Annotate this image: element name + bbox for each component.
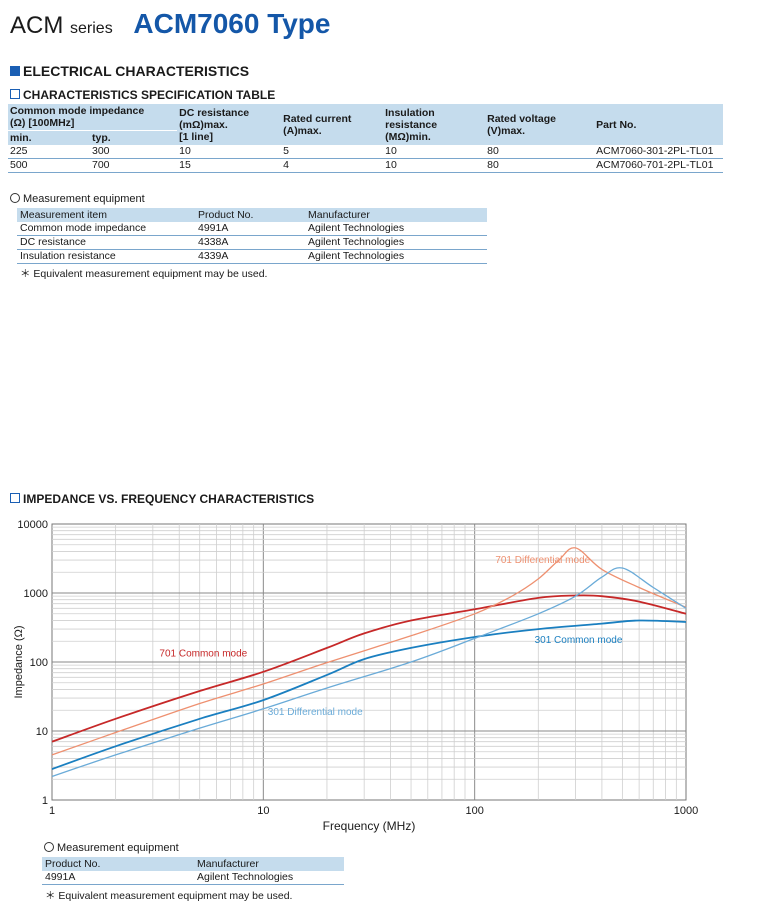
header-product-no: Product No. <box>195 208 305 222</box>
header-rated-voltage: Rated voltage (V)max. <box>485 104 595 145</box>
cell-typ: 300 <box>90 145 178 159</box>
cell-dc: 15 <box>177 158 282 173</box>
spec-table: Common mode impedance (Ω) [100MHz] DC res… <box>8 104 723 173</box>
cell-product: 4339A <box>195 249 305 264</box>
measurement-title-label: Measurement equipment <box>23 193 145 205</box>
spec-table-title-label: CHARACTERISTICS SPECIFICATION TABLE <box>23 88 276 102</box>
filled-square-icon <box>10 66 20 76</box>
equivalent-note-2: ＊ Equivalent measurement equipment may b… <box>45 890 293 902</box>
type-title: ACM7060 Type <box>133 8 331 39</box>
header-insulation: Insulation resistance (MΩ)min. <box>383 104 486 145</box>
table-row: 500 700 15 4 10 80 ACM7060-701-2PL-TL01 <box>8 158 723 173</box>
cell-product: 4338A <box>195 235 305 250</box>
x-tick-label: 100 <box>465 805 483 817</box>
measurement2-table: Product No. Manufacturer 4991A Agilent T… <box>42 857 344 885</box>
cell-typ: 700 <box>90 158 178 173</box>
series-701-differential-mode-label: 701 Differential mode <box>495 555 590 566</box>
cell-part: ACM7060-701-2PL-TL01 <box>594 158 723 173</box>
equivalent-note: ＊ Equivalent measurement equipment may b… <box>20 268 268 280</box>
impedance-section-title: IMPEDANCE VS. FREQUENCY CHARACTERISTICS <box>10 492 314 506</box>
table-row: DC resistance 4338A Agilent Technologies <box>17 235 487 250</box>
cell-min: 225 <box>8 145 90 159</box>
series-name: ACM <box>10 12 64 39</box>
open-square-icon <box>10 493 20 503</box>
section-electrical: ELECTRICAL CHARACTERISTICS <box>10 63 249 79</box>
cell-item: Common mode impedance <box>17 222 195 236</box>
header-rated-current: Rated current (A)max. <box>281 104 384 145</box>
cell-maker: Agilent Technologies <box>194 871 344 885</box>
header-dc-resistance: DC resistance (mΩ)max. [1 line] <box>177 104 282 145</box>
cell-min: 500 <box>8 158 90 173</box>
y-axis-label: Impedance (Ω) <box>13 625 25 698</box>
cell-product: 4991A <box>195 222 305 236</box>
table-row: Insulation resistance 4339A Agilent Tech… <box>17 249 487 264</box>
measurement-table: Measurement item Product No. Manufacture… <box>17 208 487 264</box>
cell-voltage: 80 <box>485 158 595 173</box>
header-min: min. <box>8 130 90 145</box>
series-title: ACM series ACM7060 Type <box>10 8 330 40</box>
tick-labels: 1 10 100 1000 1 10 100 1000 10000 <box>17 519 698 817</box>
measurement-title: Measurement equipment <box>10 193 145 205</box>
cell-product: 4991A <box>42 871 194 885</box>
measurement2-title: Measurement equipment <box>44 842 179 854</box>
x-tick-label: 1000 <box>674 805 698 817</box>
series-301-common-mode-line <box>51 619 687 770</box>
table-row: 225 300 10 5 10 80 ACM7060-301-2PL-TL01 <box>8 145 723 159</box>
spec-table-title: CHARACTERISTICS SPECIFICATION TABLE <box>10 88 275 102</box>
header-product-no: Product No. <box>42 857 194 871</box>
header-typ: typ. <box>90 130 178 145</box>
series-301-common-mode-label: 301 Common mode <box>535 635 623 646</box>
cell-insulation: 10 <box>383 158 486 173</box>
section-electrical-label: ELECTRICAL CHARACTERISTICS <box>23 63 250 79</box>
circle-icon <box>10 193 20 203</box>
y-tick-label: 1 <box>42 795 48 807</box>
header-manufacturer: Manufacturer <box>305 208 487 222</box>
header-impedance: Common mode impedance (Ω) [100MHz] <box>8 104 178 131</box>
cell-maker: Agilent Technologies <box>305 235 487 250</box>
x-tick-label: 10 <box>257 805 269 817</box>
series-701-common-mode-line <box>51 594 687 743</box>
grid-lines <box>52 524 686 800</box>
measurement2-title-label: Measurement equipment <box>57 842 179 854</box>
series-suffix: series <box>70 20 113 37</box>
cell-item: DC resistance <box>17 235 195 250</box>
x-tick-label: 1 <box>49 805 55 817</box>
open-square-icon <box>10 89 20 99</box>
header-manufacturer: Manufacturer <box>194 857 344 871</box>
series-lines <box>51 547 687 778</box>
cell-insulation: 10 <box>383 145 486 159</box>
y-tick-label: 1000 <box>24 588 48 600</box>
impedance-section-label: IMPEDANCE VS. FREQUENCY CHARACTERISTICS <box>23 492 315 506</box>
cell-dc: 10 <box>177 145 282 159</box>
y-tick-label: 100 <box>30 657 48 669</box>
cell-maker: Agilent Technologies <box>305 249 487 264</box>
y-tick-label: 10000 <box>17 519 48 531</box>
circle-icon <box>44 842 54 852</box>
cell-maker: Agilent Technologies <box>305 222 487 236</box>
cell-current: 4 <box>281 158 384 173</box>
header-measurement-item: Measurement item <box>17 208 195 222</box>
y-tick-label: 10 <box>36 726 48 738</box>
x-axis-label: Frequency (MHz) <box>323 819 416 833</box>
series-701-differential-mode-line <box>51 547 687 756</box>
series-301-differential-mode-label: 301 Differential mode <box>268 707 363 718</box>
cell-voltage: 80 <box>485 145 595 159</box>
series-labels: 701 Common mode 701 Differential mode 301 … <box>159 555 622 718</box>
table-row: 4991A Agilent Technologies <box>42 871 344 885</box>
table-row: Common mode impedance 4991A Agilent Tech… <box>17 222 487 236</box>
header-part-no: Part No. <box>594 104 723 145</box>
cell-part: ACM7060-301-2PL-TL01 <box>594 145 723 159</box>
cell-item: Insulation resistance <box>17 249 195 264</box>
series-701-common-mode-label: 701 Common mode <box>159 649 247 660</box>
series-301-differential-mode-line <box>51 567 687 778</box>
impedance-chart: 1 10 100 1000 1 10 100 1000 10000 701 Common mod… <box>13 519 698 833</box>
cell-current: 5 <box>281 145 384 159</box>
